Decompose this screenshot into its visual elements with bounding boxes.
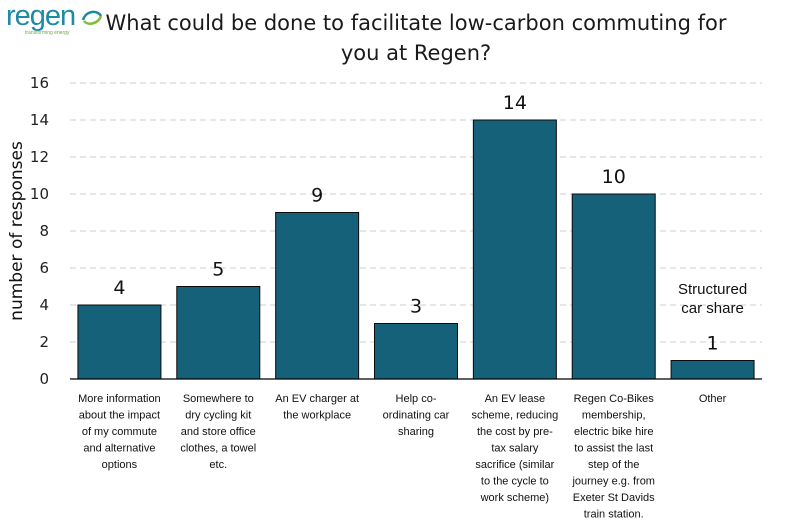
data-label: 10 (602, 166, 626, 188)
bar (670, 360, 755, 380)
category-label-line: More information (78, 393, 161, 405)
bar (176, 286, 261, 380)
category-label-line: the cost by pre- (477, 426, 553, 438)
category-label-line: about the impact (79, 410, 160, 422)
category-label-line: step of the (588, 459, 639, 471)
data-labels: 4 5 9 3 14 10 1 (113, 92, 718, 355)
category-label-line: options (102, 459, 138, 471)
y-tick-label: 6 (39, 259, 49, 277)
category-label-line: Regen Co-Bikes (574, 393, 655, 405)
category-label-line: scheme, reducing (471, 410, 558, 422)
category-label-line: journey e.g. from (571, 476, 655, 488)
category-label-line: An EV lease (485, 393, 546, 405)
category-label-line: sharing (398, 426, 434, 438)
category-label-line: to assist the last (574, 443, 653, 455)
data-label: 5 (212, 259, 224, 281)
y-tick-label: 10 (30, 185, 49, 203)
annotations: Structured car share (678, 281, 747, 317)
category-label-line: sacrifice (similar (475, 459, 554, 471)
data-label: 4 (113, 277, 125, 299)
bar (374, 323, 458, 380)
category-label: Other (699, 393, 727, 405)
category-label-line: ordinating car (383, 410, 450, 422)
y-tick-label: 8 (39, 222, 49, 240)
bar (275, 212, 360, 380)
y-tick-label: 0 (39, 370, 49, 388)
category-label-line: clothes, a towel (180, 443, 256, 455)
annotation: Structured car share (678, 281, 747, 317)
category-label: Somewhere to dry cycling kit and store off… (180, 393, 256, 471)
category-labels: More information about the impact of my co… (78, 393, 727, 521)
category-label-line: tax salary (491, 443, 539, 455)
category-label-line: and alternative (83, 443, 155, 455)
logo-swirl-icon (81, 10, 103, 25)
category-label-line: dry cycling kit (185, 410, 251, 422)
category-label: An EV lease scheme, reducing the cost by p… (471, 393, 558, 504)
data-label: 9 (311, 185, 323, 207)
category-label-line: An EV charger at (275, 393, 359, 405)
data-label: 1 (707, 333, 719, 355)
category-label-line: Exeter St Davids (573, 492, 655, 504)
category-label-line: the workplace (283, 410, 351, 422)
category-label: More information about the impact of my co… (78, 393, 161, 471)
category-label-line: and store office (181, 426, 256, 438)
data-label: 14 (503, 92, 527, 114)
category-label-line: train station. (584, 509, 644, 521)
bar (77, 304, 162, 380)
chart-title: What could be done to facilitate low-car… (105, 11, 727, 65)
y-tick-labels: 0 2 4 6 8 10 12 14 16 (30, 74, 49, 388)
regen-logo: regen transforming energy (6, 0, 104, 36)
category-label-line: membership, (582, 410, 646, 422)
bars (77, 119, 755, 380)
category-label-line: Help co- (396, 393, 437, 405)
category-label-line: Other (699, 393, 727, 405)
y-tick-label: 4 (39, 296, 49, 314)
category-label-line: work scheme) (480, 492, 549, 504)
category-label-line: to the cycle to (481, 476, 549, 488)
category-label-line: electric bike hire (574, 426, 653, 438)
annotation-line: Structured (678, 281, 747, 298)
y-tick-label: 2 (39, 333, 49, 351)
y-tick-label: 16 (30, 74, 49, 92)
category-label: Help co-ordinating car sharing (383, 393, 450, 438)
category-label-line: of my commute (82, 426, 157, 438)
y-axis-label: number of responses (7, 141, 27, 321)
bar (472, 119, 557, 380)
y-tick-label: 12 (30, 148, 49, 166)
y-tick-label: 14 (30, 111, 49, 129)
category-label-line: Somewhere to (183, 393, 254, 405)
logo-wordmark: regen (6, 0, 76, 32)
category-label: Regen Co-Bikes membership, electric bike h… (571, 393, 655, 521)
bar (571, 193, 656, 380)
category-label-line: etc. (209, 459, 227, 471)
annotation-line: car share (681, 300, 744, 317)
category-label: An EV charger at the workplace (275, 393, 359, 422)
data-label: 3 (410, 296, 422, 318)
logo-tagline: transforming energy (25, 30, 70, 36)
